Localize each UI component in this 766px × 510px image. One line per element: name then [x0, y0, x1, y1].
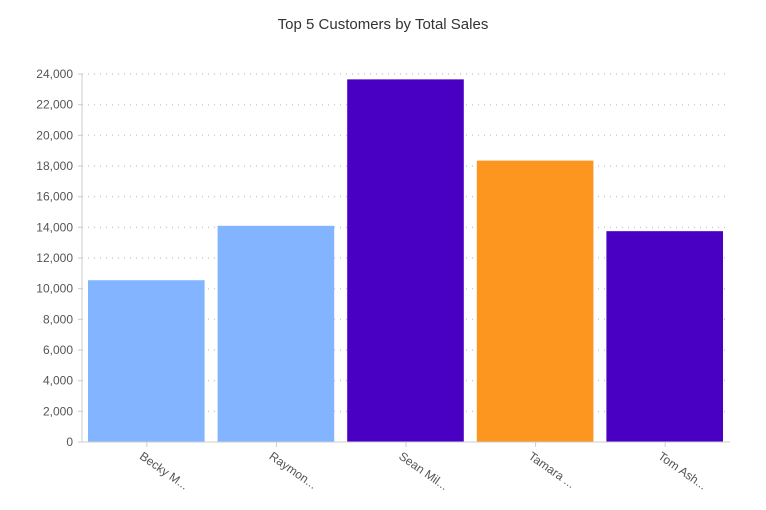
y-tick-label: 20,000: [36, 128, 73, 142]
x-tick-label: Raymon...: [267, 449, 320, 492]
y-tick-label: 14,000: [36, 220, 73, 234]
bar: [606, 231, 723, 442]
y-tick-label: 0: [66, 435, 73, 449]
bar: [217, 225, 335, 442]
y-tick-label: 4,000: [43, 374, 73, 388]
x-tick-label: Tamara ...: [526, 449, 578, 491]
y-tick-label: 8,000: [43, 312, 73, 326]
y-tick-label: 6,000: [43, 343, 73, 357]
y-tick-label: 10,000: [36, 282, 73, 296]
bar: [347, 79, 464, 442]
y-tick-label: 24,000: [36, 67, 73, 81]
chart-title: Top 5 Customers by Total Sales: [277, 16, 489, 33]
y-tick-label: 18,000: [36, 159, 73, 173]
x-tick-label: Sean Mil...: [396, 449, 450, 493]
y-tick-label: 16,000: [36, 190, 73, 204]
x-tick-label: Tom Ash...: [655, 449, 709, 493]
y-tick-label: 12,000: [36, 251, 73, 265]
y-tick-label: 2,000: [43, 404, 73, 418]
bar: [88, 280, 205, 442]
bar: [476, 160, 594, 442]
y-tick-label: 22,000: [36, 98, 73, 112]
x-tick-label: Becky M...: [137, 449, 191, 493]
